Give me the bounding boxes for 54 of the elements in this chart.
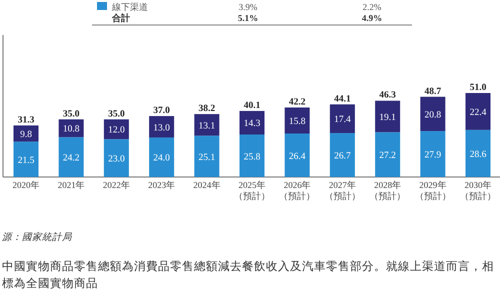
total-label: 35.0 <box>62 109 80 120</box>
data-label: 13.0 <box>153 123 170 134</box>
total-label: 37.0 <box>153 106 170 116</box>
text: 源：國家統計局 <box>2 231 72 243</box>
data-label: 14.3 <box>244 119 261 130</box>
x-tick-label: 2022年 <box>102 180 130 190</box>
text: 中國實物商品零售總額為消費品零售總額減去餐飲收入及汽車零售部分。就線上渠道而言，相 <box>2 259 494 273</box>
data-label: 27.2 <box>379 151 396 162</box>
data-label: 25.1 <box>198 152 216 163</box>
data-label: 19.1 <box>379 112 396 123</box>
total-label: 38.2 <box>198 104 216 114</box>
data-label: 23.0 <box>108 154 125 165</box>
data-label: 25.8 <box>244 152 261 162</box>
legend-label: 線下渠道 <box>111 2 148 12</box>
data-label: 22.4 <box>470 108 487 118</box>
data-label: 21.5 <box>18 156 35 166</box>
text: 3.9% <box>238 2 258 12</box>
legend: 線下渠道 <box>97 2 148 12</box>
data-label: 15.8 <box>288 117 306 128</box>
data-label: 24.2 <box>62 154 80 164</box>
total-label: 40.1 <box>244 100 261 111</box>
data-label: 9.8 <box>20 130 32 140</box>
total-label: 31.3 <box>18 115 35 126</box>
text: 合計 <box>111 13 130 23</box>
total-label: 44.1 <box>334 94 351 104</box>
total-label: 35.0 <box>108 109 125 120</box>
data-label: 10.8 <box>62 124 80 135</box>
data-label: 12.0 <box>108 126 125 136</box>
x-tick-label: 2028年（預計） <box>370 180 406 201</box>
x-tick-label: 2029年（預計） <box>414 180 451 201</box>
text: 2.2% <box>362 2 382 12</box>
data-label: 13.1 <box>198 121 216 132</box>
total-label: 46.3 <box>379 90 396 101</box>
x-tick-label: 2021年 <box>58 180 85 190</box>
text: 5.1% <box>238 13 258 23</box>
x-tick-label: 2026年（預計） <box>279 180 316 201</box>
data-label: 17.4 <box>334 115 351 126</box>
total-label: 51.0 <box>470 83 487 93</box>
text: 標為全國實物商品 <box>2 276 98 290</box>
x-tick-label: 2025年（預計） <box>234 180 270 201</box>
data-label: 26.4 <box>288 152 306 162</box>
data-label: 24.0 <box>153 154 170 164</box>
text: 4.9% <box>362 13 382 23</box>
x-tick-label: 2020年 <box>12 180 40 190</box>
x-tick-label: 2027年（預計） <box>324 180 360 201</box>
x-tick-label: 2023年 <box>148 180 176 190</box>
x-tick-label: 2024年 <box>193 180 220 190</box>
data-label: 20.8 <box>424 110 442 120</box>
total-label: 42.2 <box>288 97 306 108</box>
x-tick-label: 2030年（預計） <box>460 180 496 201</box>
total-label: 48.7 <box>424 86 442 97</box>
data-label: 28.6 <box>470 150 487 160</box>
data-label: 26.7 <box>334 152 351 162</box>
data-label: 27.9 <box>424 150 442 161</box>
